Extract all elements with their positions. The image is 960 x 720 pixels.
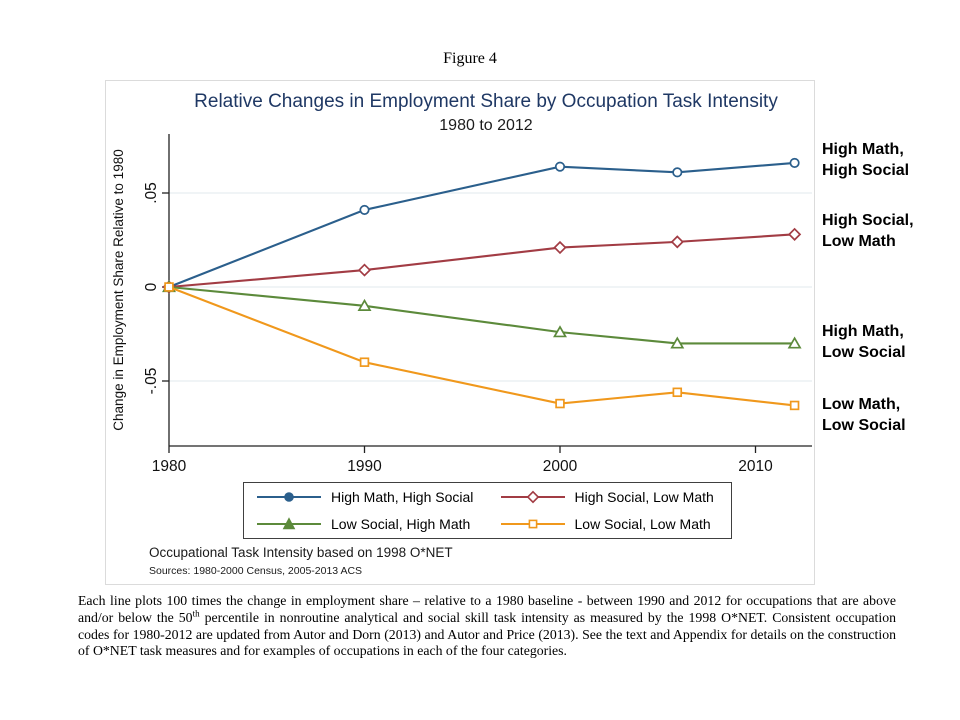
marker-square [555,398,565,409]
legend-item-high-social-low-math: High Social, Low Math [488,489,732,505]
legend-item-high-math-high-social: High Math, High Social [244,489,488,505]
legend-item-low-social-low-math: Low Social, Low Math [488,516,732,532]
y-axis-title: Change in Employment Share Relative to 1… [111,149,126,430]
figure-caption: Each line plots 100 times the change in … [78,593,896,660]
chart-subtitle: 1980 to 2012 [439,117,533,134]
series-annotation-high-social-low-math: High Social, Low Math [822,210,960,252]
marker-triangle [357,298,372,311]
legend-key-circle-icon [257,491,321,502]
x-tick-label: 2010 [738,458,773,475]
y-tick-label: -.05 [143,368,160,395]
chart-title: Relative Changes in Employment Share by … [194,91,778,112]
legend-key-diamond-icon [500,490,565,504]
legend-key-square-icon [500,519,565,529]
marker-diamond [553,240,567,255]
series-annotation-high-math-high-social: High Math, High Social [822,139,960,181]
chart-sources-note: Sources: 1980-2000 Census, 2005-2013 ACS [149,565,363,577]
series-annotation-low-math-low-social: Low Math, Low Social [822,394,960,436]
marker-triangle [787,336,802,349]
legend-label: Low Social, Low Math [574,516,711,533]
annotation-line: High Math, [822,323,904,340]
series-annotation-high-math-low-social: High Math, Low Social [822,321,960,363]
series-line-2 [168,285,795,345]
marker-circle [554,161,566,172]
chart-note: Occupational Task Intensity based on 199… [149,545,453,560]
marker-diamond [357,263,372,277]
legend-item-low-social-high-math: Low Social, High Math [244,516,488,532]
y-tick-label: .05 [143,182,160,204]
annotation-line: Low Social [822,344,906,362]
marker-circle [359,204,370,215]
marker-diamond [787,227,802,241]
series-line-3 [168,286,795,407]
annotation-line: High Math, [822,141,904,158]
marker-square [359,357,370,367]
annotation-line: High Social [822,162,910,180]
marker-square [672,387,683,398]
annotation-line: Low Social [822,417,906,435]
caption-text: Each line plots 100 times the change in … [78,593,896,625]
series-line-1 [168,233,795,289]
x-tick-label: 1980 [152,458,187,475]
caption-text: percentile in nonroutine analytical and … [78,609,896,659]
annotation-line: Low Math, [822,396,901,413]
plot-area: 1980 1990 2000 2010 .05 0 -.05 Change in Employ… [111,134,812,475]
marker-square [164,282,174,292]
marker-diamond [670,235,684,249]
marker-circle [789,157,800,168]
legend-key-triangle-icon [257,517,321,530]
annotation-line: High Social, [822,212,914,229]
legend-label: High Social, Low Math [574,488,714,505]
graph-region: Relative Changes in Employment Share by … [105,80,815,585]
annotation-line: Low Math [822,233,896,251]
marker-triangle [553,325,567,338]
legend: High Math, High Social High Social, Low … [243,482,732,539]
legend-label: High Math, High Social [331,488,474,505]
caption-superscript: th [192,608,200,619]
legend-label: Low Social, High Math [331,516,471,533]
series-line-0 [168,161,795,288]
marker-square [789,400,800,411]
marker-triangle [670,336,685,349]
y-tick-label: 0 [143,282,160,291]
figure-number-label: Figure 4 [443,50,497,67]
x-tick-label: 1990 [347,458,382,475]
marker-circle [672,167,683,178]
x-tick-label: 2000 [543,458,578,475]
